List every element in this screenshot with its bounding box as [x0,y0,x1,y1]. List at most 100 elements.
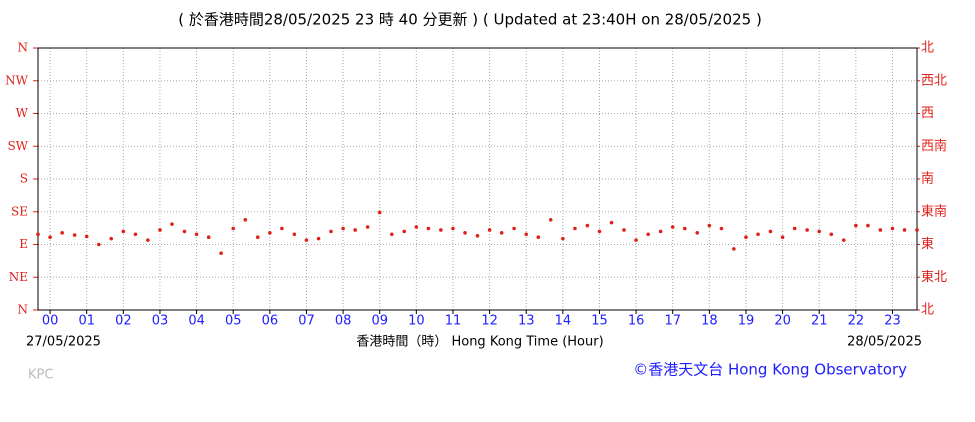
wind-direction-point [622,228,626,232]
wind-direction-point [194,232,199,237]
wind-direction-point [878,228,883,232]
x-tick-label: 02 [115,314,132,329]
wind-direction-point [341,226,345,231]
y2-tick-label: 西南 [921,138,947,154]
x-tick-label: 00 [42,314,59,329]
wind-direction-point [695,231,700,235]
wind-direction-point [389,232,394,237]
wind-direction-point [890,226,895,231]
wind-direction-point [182,229,187,234]
wind-direction-point [609,220,614,225]
wind-direction-point [451,226,455,231]
x-tick-label: 12 [481,314,498,329]
y2-tick-label: 東南 [921,203,947,219]
wind-direction-point [682,226,687,231]
x-tick-label: 11 [445,314,462,329]
y2-tick-label: 西 [921,106,934,121]
wind-direction-point [329,229,333,234]
station-code: KPC [28,368,53,383]
y-tick-label: N [18,303,29,317]
x-tick-label: 13 [518,314,535,329]
x-tick-label: 18 [701,314,718,329]
wind-direction-point [524,232,529,237]
wind-direction-point [829,232,834,237]
wind-direction-point [365,225,370,229]
wind-direction-point [499,231,504,235]
wind-direction-point [280,226,284,231]
wind-direction-point [353,228,357,232]
wind-direction-point [744,235,748,240]
wind-direction-point [634,238,638,242]
wind-direction-point [792,226,797,231]
wind-direction-point [439,228,443,232]
x-tick-label: 05 [225,314,242,329]
wind-direction-point [573,226,577,231]
y-tick-label: SE [11,204,28,218]
wind-direction-point [268,231,272,235]
wind-direction-point [377,210,382,215]
x-tick-label: 14 [555,314,572,329]
wind-direction-point [512,226,516,231]
wind-direction-point [768,229,773,234]
wind-direction-point [902,228,907,232]
x-tick-label: 20 [774,314,791,329]
x-tick-label: 09 [371,314,388,329]
y-tick-label: NE [9,270,28,284]
wind-direction-point [866,223,870,228]
wind-direction-point [133,232,138,237]
y2-tick-label: 南 [921,171,934,187]
x-tick-label: 19 [738,314,755,329]
wind-direction-point [109,236,114,241]
x-tick-label: 15 [591,314,608,329]
wind-direction-point [316,236,321,241]
x-axis-label: 香港時間（時） Hong Kong Time (Hour) [356,335,603,350]
wind-direction-point [854,223,858,228]
wind-direction-point [60,231,64,235]
y2-tick-label: 東北 [921,269,947,285]
y-tick-label: NW [5,73,29,87]
wind-direction-point [243,217,248,222]
plot-frame [37,47,918,311]
credit: ©香港天文台 Hong Kong Observatory [633,361,907,379]
x-tick-label: 17 [664,314,681,329]
wind-direction-point [548,217,553,222]
wind-direction-point [817,229,822,234]
wind-direction-point [146,238,150,242]
wind-direction-point [805,228,809,232]
y-tick-label: S [20,172,28,186]
wind-direction-point [707,223,712,228]
wind-direction-point [96,242,101,247]
wind-direction-point [658,229,663,234]
x-tick-label: 23 [884,314,901,329]
wind-direction-point [121,229,126,234]
wind-direction-point [536,235,541,240]
x-tick-label: 03 [152,314,169,329]
wind-direction-point [426,226,431,231]
end-date: 28/05/2025 [847,335,922,350]
wind-direction-point [670,225,675,229]
y-tick-label: W [16,106,29,120]
x-tick-label: 08 [335,314,352,329]
wind-direction-point [915,228,919,232]
y2-tick-label: 西北 [921,73,947,88]
wind-direction-point [402,229,407,234]
x-tick-label: 06 [262,314,279,329]
x-tick-label: 10 [408,314,425,329]
chart-title: ( 於香港時間28/05/2025 23 時 40 分更新 ) ( Update… [178,11,762,29]
wind-direction-point [487,228,492,232]
y2-tick-label: 北 [921,303,934,318]
wind-direction-point [475,233,480,238]
wind-direction-point [231,226,236,231]
y2-tick-label: 東 [921,236,934,252]
x-tick-label: 21 [811,314,828,329]
wind-direction-point [158,228,162,232]
wind-direction-point [219,251,223,256]
wind-direction-point [414,225,419,229]
wind-direction-point [72,233,77,237]
x-tick-label: 16 [628,314,645,329]
y2-tick-label: 北 [921,41,934,56]
wind-direction-point [756,232,760,237]
wind-direction-point [561,236,565,241]
start-date: 27/05/2025 [26,335,101,350]
x-tick-label: 22 [848,314,865,329]
